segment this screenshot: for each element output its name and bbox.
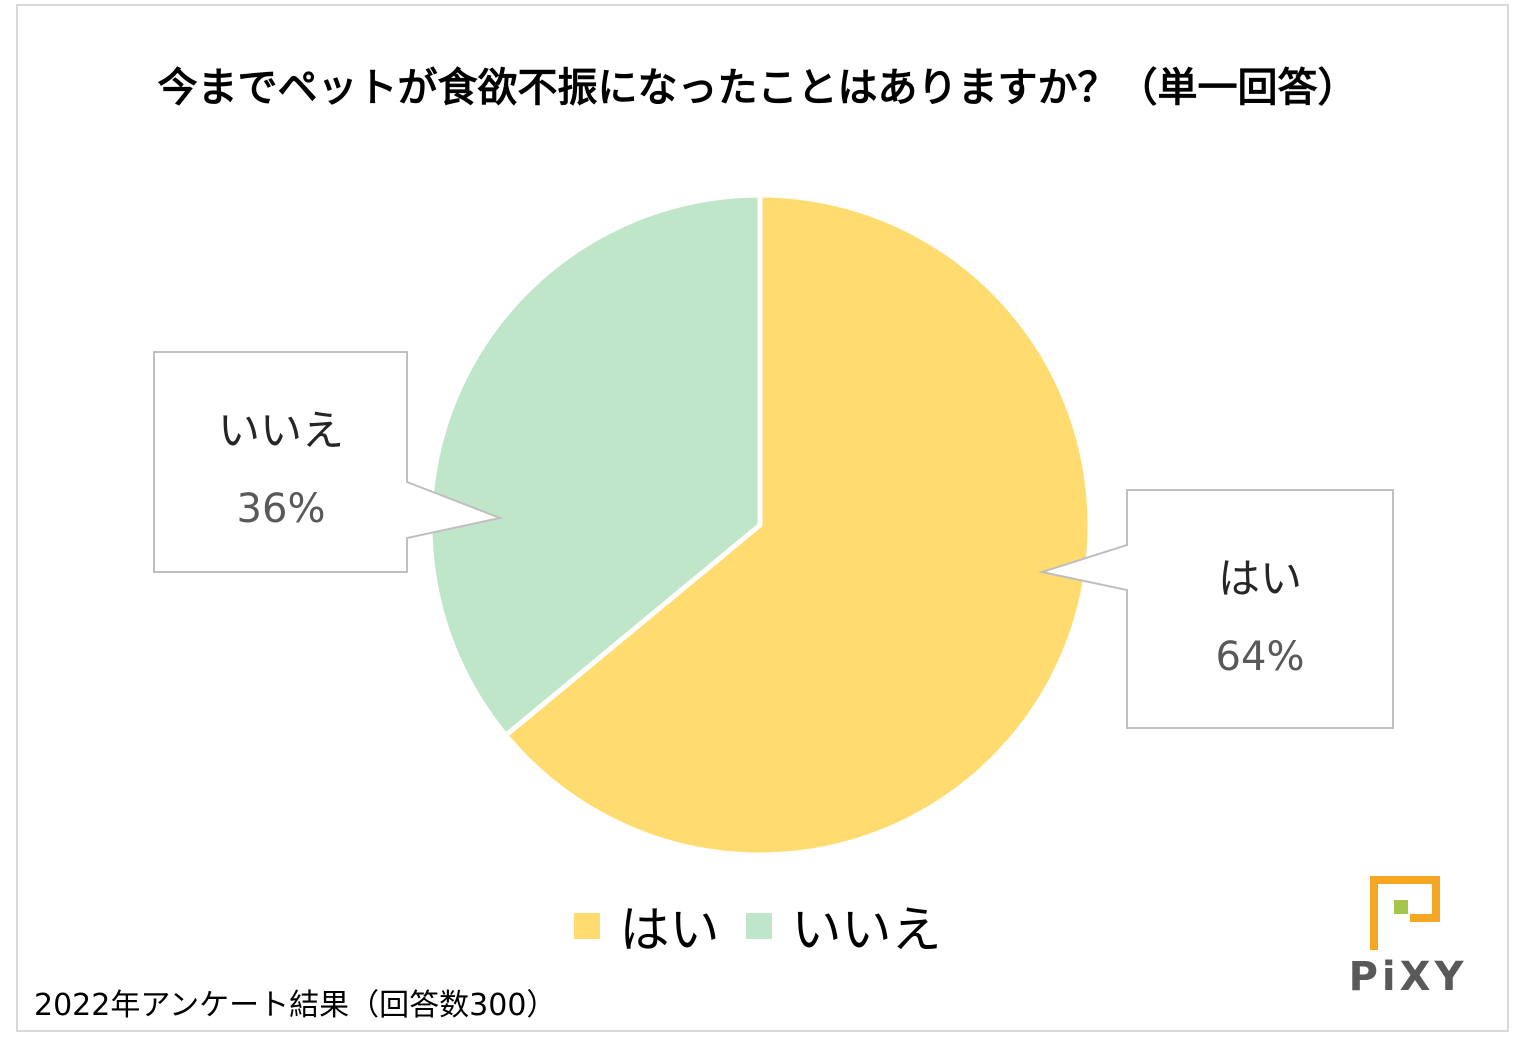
pie-slice-no	[427, 192, 763, 738]
legend-label-yes: はい	[619, 901, 720, 959]
legend-item-no: いいえ	[745, 890, 942, 962]
callout-yes: はい 64%	[1038, 489, 1394, 729]
legend-swatch-yes	[573, 913, 600, 939]
callout-no-label: いいえ	[218, 406, 344, 455]
callout-yes-label: はい	[1218, 554, 1302, 603]
chart-legend: はい いいえ	[0, 890, 1515, 962]
callout-no-box	[153, 351, 504, 573]
legend-label-no: いいえ	[791, 901, 942, 959]
pixy-logo: PiXY	[1348, 872, 1468, 1002]
pixy-logo-mark	[1370, 876, 1440, 950]
pixy-logo-text: PiXY	[1348, 954, 1468, 1000]
callout-yes-value: 64%	[1216, 634, 1305, 680]
pie-slice-yes	[503, 192, 1093, 858]
chart-title: 今までペットが食欲不振になったことはありますか？（単一回答）	[157, 65, 1358, 111]
callout-yes-box	[1038, 489, 1394, 729]
callout-no-value: 36%	[237, 486, 326, 532]
legend-swatch-no	[745, 913, 772, 939]
survey-note: 2022年アンケート結果（回答数300）	[34, 988, 557, 1023]
callout-no: いいえ 36%	[153, 351, 504, 573]
legend-item-yes: はい	[573, 890, 720, 962]
